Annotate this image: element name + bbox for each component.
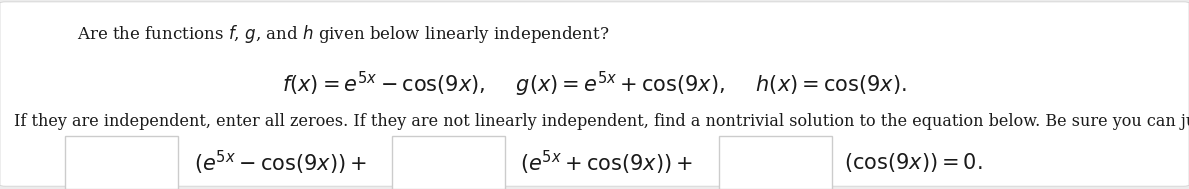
FancyBboxPatch shape: [0, 2, 1189, 186]
Text: $(\cos(9x)) = 0.$: $(\cos(9x)) = 0.$: [844, 151, 983, 174]
Text: $(e^{5x} + \cos(9x)) +$: $(e^{5x} + \cos(9x)) +$: [520, 148, 692, 177]
Text: If they are independent, enter all zeroes. If they are not linearly independent,: If they are independent, enter all zeroe…: [14, 113, 1189, 130]
Text: $f(x) = e^{5x} - \cos(9x),$    $g(x) = e^{5x} + \cos(9x),$    $h(x) = \cos(9x).$: $f(x) = e^{5x} - \cos(9x),$ $g(x) = e^{5…: [282, 70, 907, 99]
FancyBboxPatch shape: [719, 136, 832, 189]
Text: $(e^{5x} - \cos(9x)) +$: $(e^{5x} - \cos(9x)) +$: [194, 148, 366, 177]
FancyBboxPatch shape: [392, 136, 505, 189]
FancyBboxPatch shape: [65, 136, 178, 189]
Text: Are the functions $f$, $g$, and $h$ given below linearly independent?: Are the functions $f$, $g$, and $h$ give…: [77, 23, 610, 45]
